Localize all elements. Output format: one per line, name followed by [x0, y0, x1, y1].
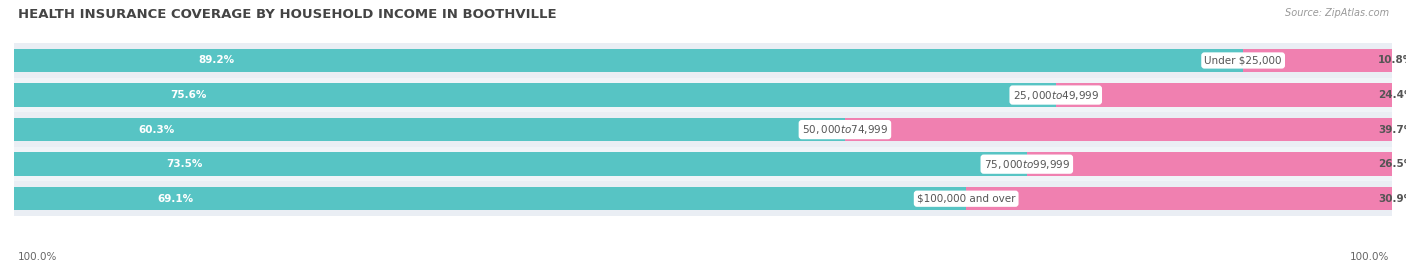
Bar — [1056, 83, 1392, 107]
Text: 100.0%: 100.0% — [1350, 252, 1389, 262]
Text: 89.2%: 89.2% — [198, 55, 235, 66]
Text: $75,000 to $99,999: $75,000 to $99,999 — [984, 158, 1070, 171]
Text: $100,000 and over: $100,000 and over — [917, 194, 1015, 204]
Text: 69.1%: 69.1% — [157, 194, 193, 204]
Bar — [14, 118, 845, 141]
Text: Source: ZipAtlas.com: Source: ZipAtlas.com — [1285, 8, 1389, 18]
Text: 26.5%: 26.5% — [1378, 159, 1406, 169]
Text: Under $25,000: Under $25,000 — [1205, 55, 1282, 66]
Bar — [14, 187, 966, 211]
Text: $50,000 to $74,999: $50,000 to $74,999 — [801, 123, 889, 136]
Text: 75.6%: 75.6% — [170, 90, 207, 100]
Text: 10.8%: 10.8% — [1378, 55, 1406, 66]
Text: 100.0%: 100.0% — [18, 252, 58, 262]
Text: 73.5%: 73.5% — [166, 159, 202, 169]
Bar — [14, 147, 1392, 181]
Bar — [1026, 152, 1392, 176]
Text: 39.7%: 39.7% — [1378, 124, 1406, 135]
Bar — [14, 181, 1392, 216]
Bar — [1243, 49, 1392, 72]
Text: HEALTH INSURANCE COVERAGE BY HOUSEHOLD INCOME IN BOOTHVILLE: HEALTH INSURANCE COVERAGE BY HOUSEHOLD I… — [18, 8, 557, 21]
Text: $25,000 to $49,999: $25,000 to $49,999 — [1012, 89, 1099, 102]
Bar — [14, 152, 1026, 176]
Bar — [14, 43, 1392, 78]
Bar — [14, 83, 1056, 107]
Text: 30.9%: 30.9% — [1378, 194, 1406, 204]
Bar — [14, 78, 1392, 112]
Bar — [845, 118, 1392, 141]
Text: 24.4%: 24.4% — [1378, 90, 1406, 100]
Bar — [14, 49, 1243, 72]
Bar — [966, 187, 1392, 211]
Bar — [14, 112, 1392, 147]
Text: 60.3%: 60.3% — [139, 124, 174, 135]
